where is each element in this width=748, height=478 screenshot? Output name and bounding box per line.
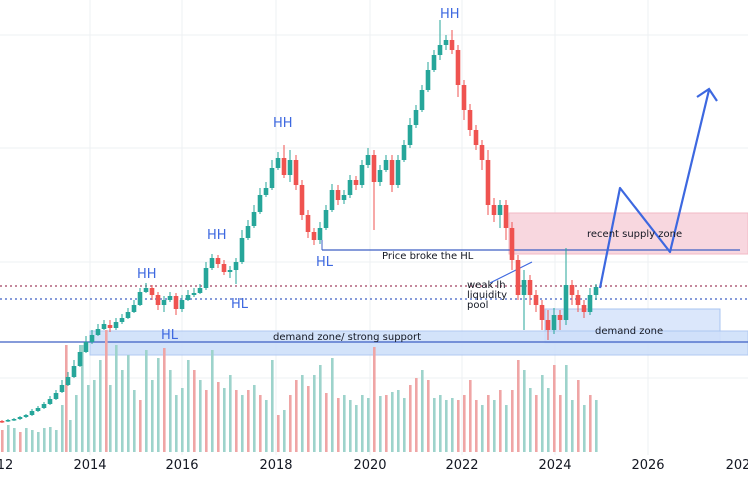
text-liquidity: liquidity xyxy=(467,290,507,301)
x-axis-tick-2022: 2022 xyxy=(445,458,479,473)
label-hl-2017: HL xyxy=(231,297,249,312)
volume-bars xyxy=(1,330,598,452)
x-axis-tick-202: 202 xyxy=(725,458,748,473)
zones xyxy=(0,212,748,356)
projected-zigzag-arrow xyxy=(598,89,711,289)
x-axis-tick-2014: 2014 xyxy=(73,458,107,473)
arrow-head-icon xyxy=(696,87,718,102)
text-demand-zone: demand zone xyxy=(595,326,664,337)
projection-path xyxy=(598,87,718,289)
label-hl-2019: HL xyxy=(316,255,334,270)
text-pool: pool xyxy=(467,300,489,311)
weak-lh-pointer xyxy=(489,261,533,284)
x-axis-tick-2024: 2024 xyxy=(538,458,572,473)
x-axis-tick-2026: 2026 xyxy=(631,458,665,473)
x-axis-tick-2016: 2016 xyxy=(165,458,199,473)
label-hh-2017: HH xyxy=(273,116,293,131)
text-weak-lh: weak lh xyxy=(467,280,506,291)
x-axis-tick-12: 12 xyxy=(0,458,14,473)
text-recent-supply-zone: recent supply zone xyxy=(587,229,683,240)
label-hh-2015: HH xyxy=(137,267,157,282)
text-price-broke-hl: Price broke the HL xyxy=(382,251,474,262)
demand-zone-strong-support-box xyxy=(89,330,748,356)
x-axis-tick-2018: 2018 xyxy=(259,458,293,473)
label-hh-2021: HH xyxy=(440,7,460,22)
label-hl-2015: HL xyxy=(161,328,179,343)
x-axis-tick-2020: 2020 xyxy=(353,458,387,473)
supply-zone-box xyxy=(508,212,748,255)
label-hh-2016: HH xyxy=(207,228,227,243)
candlesticks xyxy=(0,20,599,423)
text-demand-zone-strong-support: demand zone/ strong support xyxy=(273,332,422,343)
